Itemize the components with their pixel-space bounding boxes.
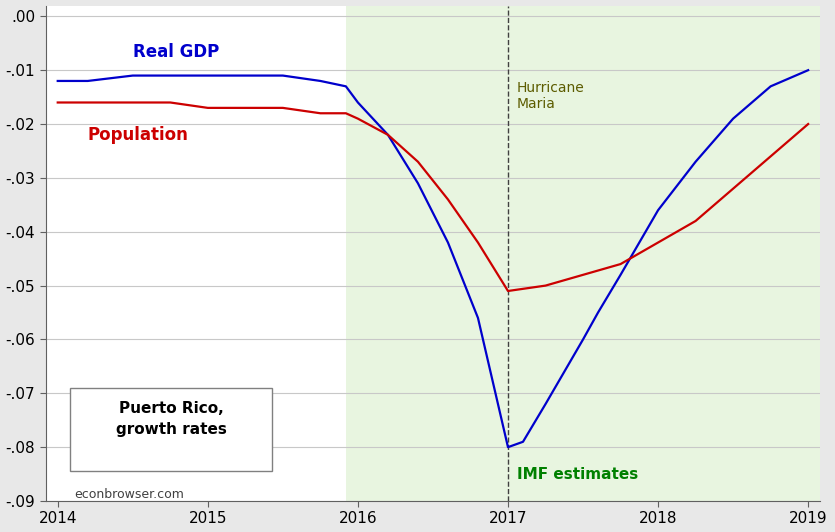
Text: econbrowser.com: econbrowser.com — [74, 487, 184, 501]
FancyBboxPatch shape — [70, 388, 272, 471]
Bar — [346, 5, 835, 501]
Text: Real GDP: Real GDP — [133, 43, 219, 61]
Text: Population: Population — [88, 126, 189, 144]
Text: Hurricane
Maria: Hurricane Maria — [517, 81, 584, 111]
Text: IMF estimates: IMF estimates — [517, 468, 638, 483]
Text: Puerto Rico,
growth rates: Puerto Rico, growth rates — [115, 401, 226, 437]
